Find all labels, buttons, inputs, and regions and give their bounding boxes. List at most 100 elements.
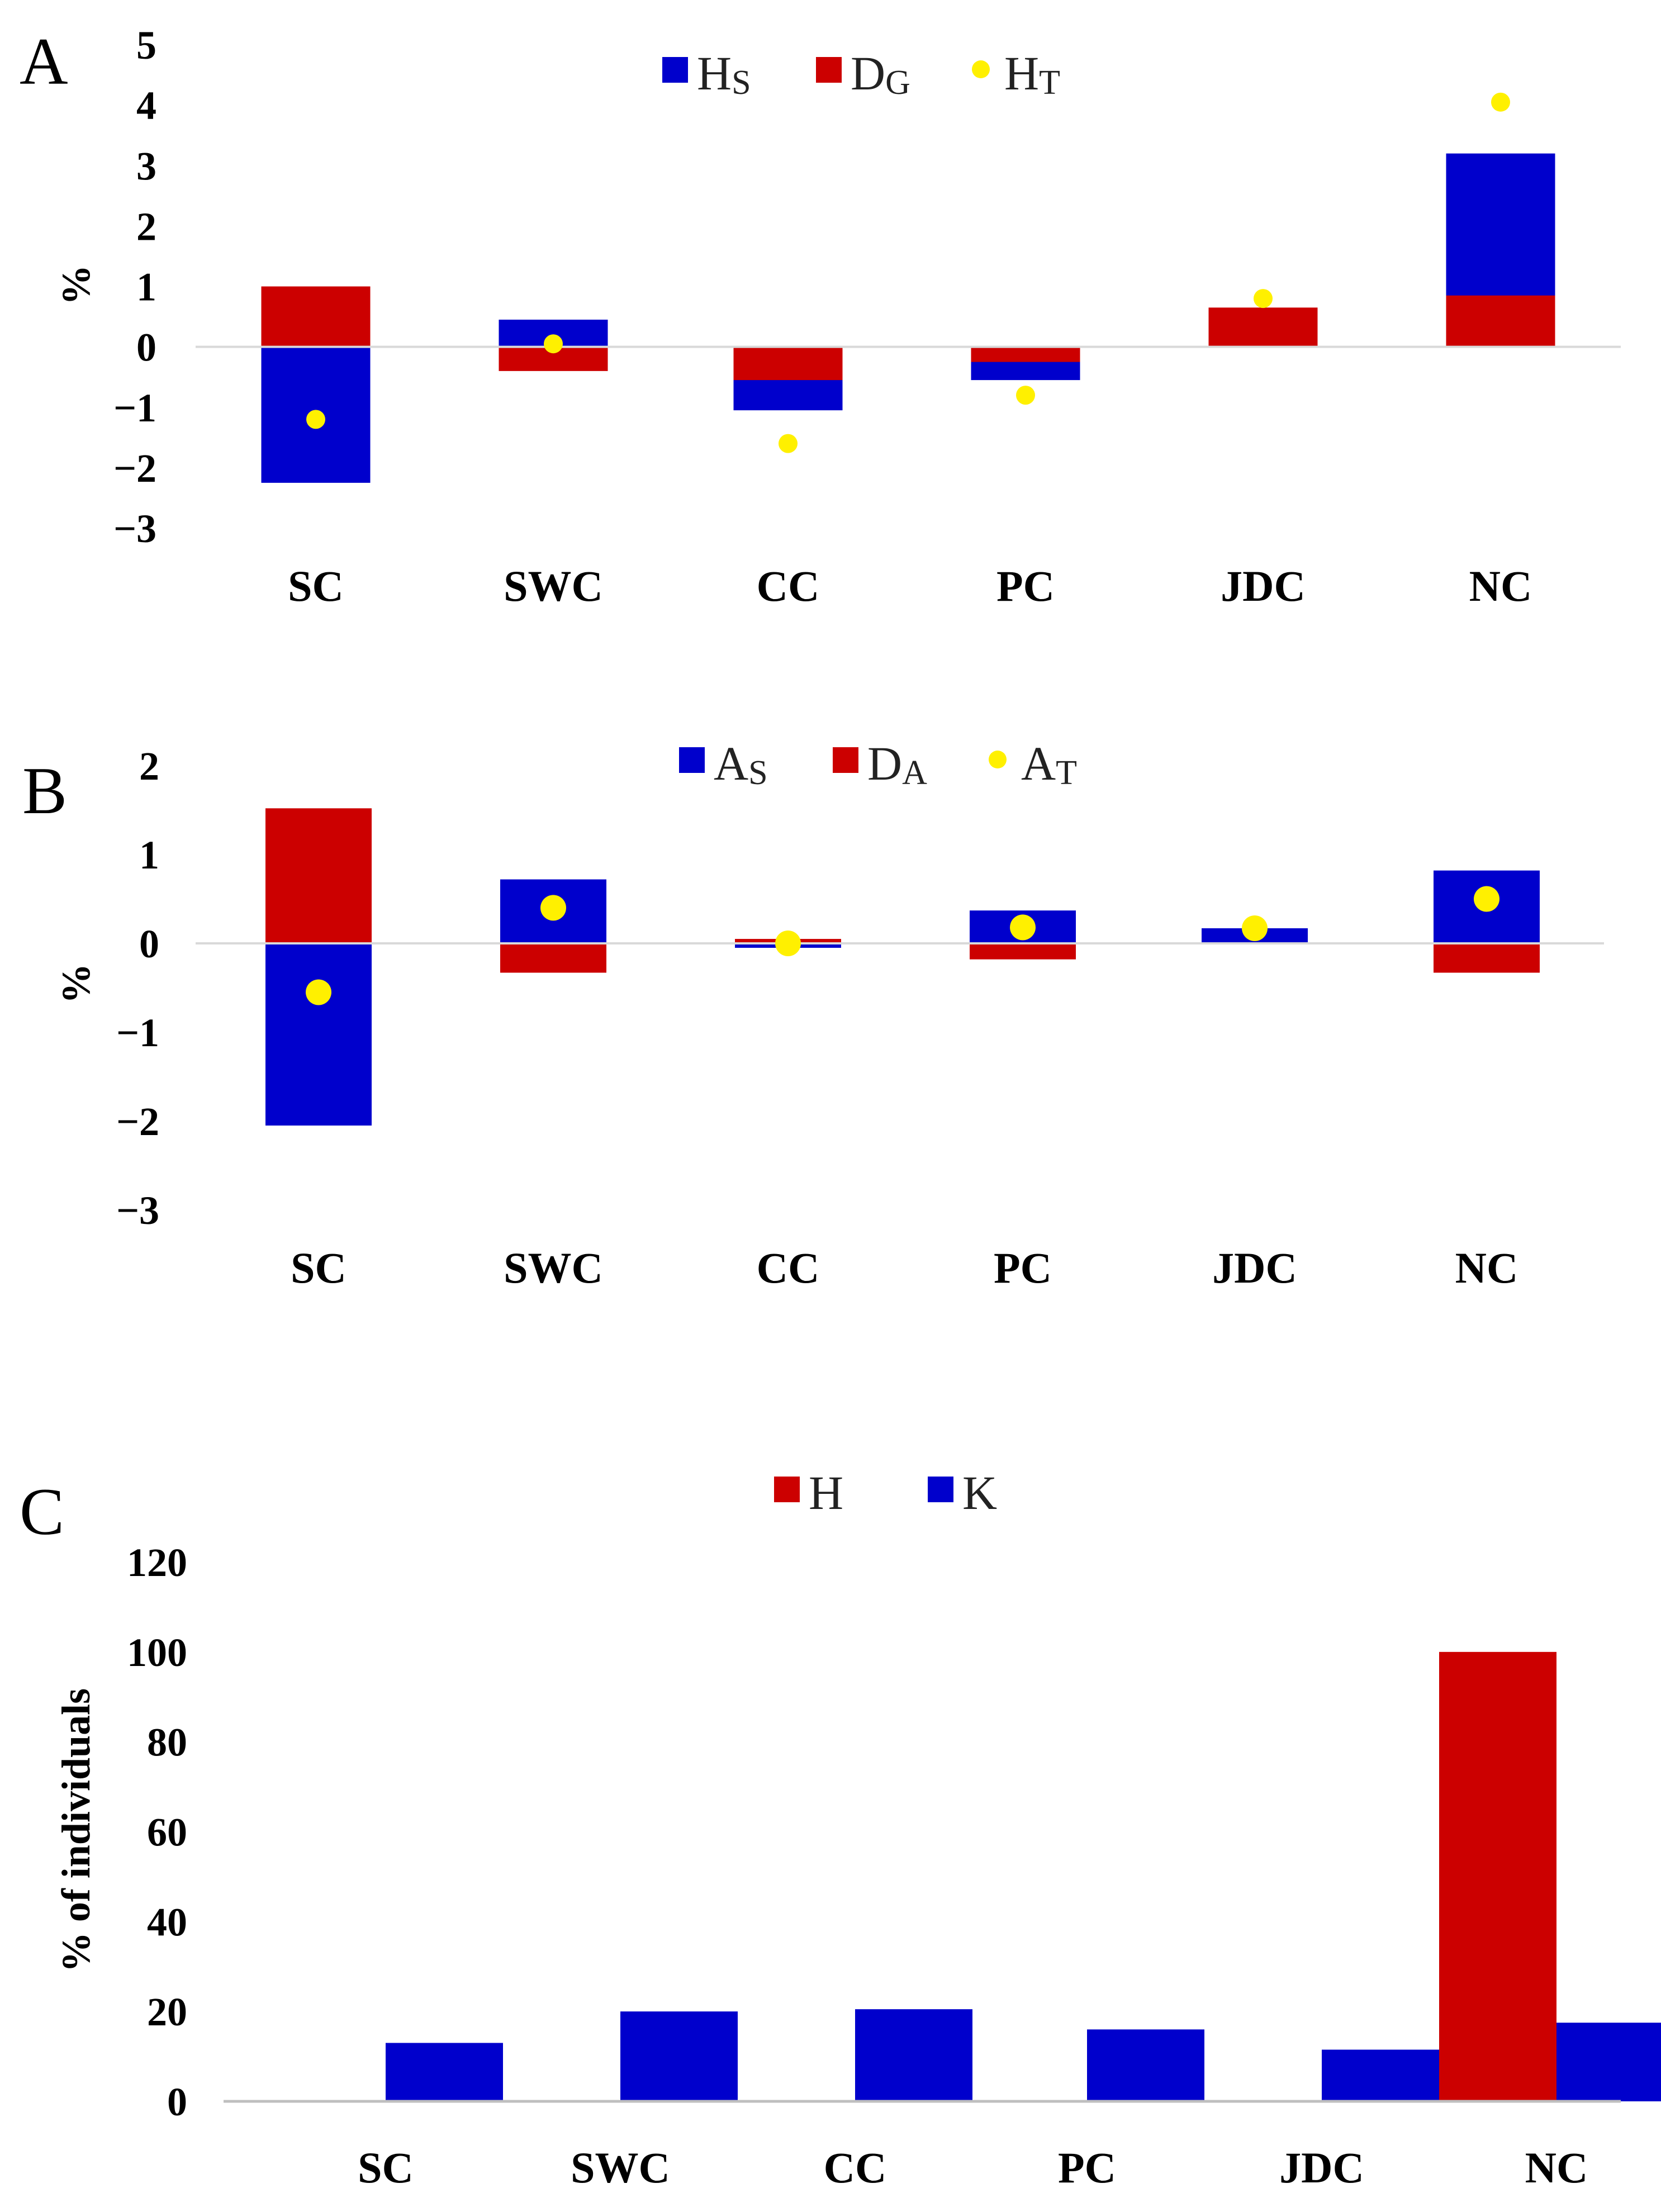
panel-c-legend-swatch-h <box>774 1477 800 1502</box>
panel-b-categories: SC SWC CC PC JDC NC <box>291 1243 1518 1292</box>
panel-a-category-label: PC <box>996 562 1055 610</box>
panel-a-legend: HS DG HT <box>662 46 1060 102</box>
panel-c-letter: C <box>20 1474 64 1549</box>
panel-a-legend-swatch-dg <box>816 57 842 83</box>
panel-b-point-jdc <box>1242 915 1268 941</box>
panel-a-y-tick: 1 <box>136 265 156 310</box>
panel-a-categories: SC SWC CC PC JDC NC <box>288 562 1532 610</box>
panel-a-y-tick: 5 <box>136 23 156 68</box>
panel-b-y-tick: 0 <box>139 922 159 966</box>
panel-c-bar-k-pc <box>1087 2029 1204 2101</box>
panel-c-bars <box>386 1651 1661 2101</box>
panel-c-bar-k-cc <box>855 2009 972 2101</box>
panel-c-y-tick: 40 <box>147 1900 187 1944</box>
panel-c-y-label: % of individuals <box>54 1688 98 1972</box>
panel-b-point-nc <box>1474 886 1499 912</box>
panel-c-legend-label-k: K <box>962 1466 997 1520</box>
panel-c-category-label: JDC <box>1279 2143 1364 2192</box>
panel-a-bar-dg-cc <box>733 346 843 381</box>
panel-b-legend: AS DA AT <box>679 737 1077 792</box>
panel-b-y-tick: −1 <box>116 1010 159 1055</box>
panel-a-point-jdc <box>1254 289 1273 308</box>
panel-a-y-tick: −3 <box>113 506 156 551</box>
panel-b-legend-swatch-at <box>989 751 1007 768</box>
panel-c-y-tick: 0 <box>167 2080 187 2124</box>
panel-b-legend-swatch-da <box>833 747 858 773</box>
panel-b-bar-da-pc <box>970 943 1076 960</box>
panel-a-y-tick: 3 <box>136 144 156 188</box>
panel-b-bar-da-swc <box>500 943 606 973</box>
panel-a-legend-label-dg: DG <box>851 46 910 102</box>
panel-b-point-swc <box>540 895 566 921</box>
panel-b-y-tick: 1 <box>139 833 159 877</box>
panel-c-category-label: CC <box>824 2143 887 2192</box>
panel-a-point-nc <box>1491 92 1510 112</box>
panel-a-y-tick: −1 <box>113 386 156 430</box>
panel-c-legend-label-h: H <box>809 1466 843 1520</box>
panel-b: B −3 −2 −1 0 1 2 % SC SWC CC PC JDC NC AS DA AT <box>22 737 1604 1292</box>
panel-c-bar-k-swc <box>620 2011 738 2101</box>
panel-a-bar-dg-sc <box>261 286 371 347</box>
panel-a-category-label: CC <box>757 562 820 610</box>
panel-c: C 0 20 40 60 80 100 120 % of individuals SC SWC… <box>20 1466 1661 2192</box>
panel-a-bar-dg-jdc <box>1208 307 1318 347</box>
panel-a-legend-label-hs: HS <box>697 46 751 102</box>
panel-a-y-tick: 4 <box>136 83 156 128</box>
panel-c-y-tick: 120 <box>127 1540 187 1585</box>
panel-b-y-tick: −3 <box>116 1188 159 1233</box>
panel-b-legend-label-at: AT <box>1021 737 1077 792</box>
panel-a: A −3 −2 −1 0 1 2 3 4 5 % SC SWC CC PC JDC NC HS DG HT <box>20 23 1621 610</box>
panel-a-bar-dg-pc <box>971 346 1080 362</box>
panel-a-bars <box>261 153 1555 483</box>
panel-c-y-ticks: 0 20 40 60 80 100 120 <box>127 1540 187 2124</box>
panel-b-legend-label-as: AS <box>714 737 768 792</box>
panel-a-point-pc <box>1016 386 1035 405</box>
panel-b-point-cc <box>775 931 801 956</box>
panel-a-y-ticks: −3 −2 −1 0 1 2 3 4 5 <box>113 23 156 551</box>
panel-c-legend-swatch-k <box>928 1477 953 1502</box>
panel-b-letter: B <box>22 753 67 828</box>
panel-b-y-ticks: −3 −2 −1 0 1 2 <box>116 744 159 1233</box>
panel-b-category-label: NC <box>1455 1243 1518 1292</box>
panel-c-y-tick: 20 <box>147 1990 187 2034</box>
panel-a-category-label: NC <box>1469 562 1532 610</box>
panel-a-y-tick: −2 <box>113 446 156 491</box>
panel-b-bars <box>265 808 1540 1126</box>
panel-c-bar-h-nc <box>1439 1651 1556 2101</box>
panel-b-y-tick: 2 <box>139 744 159 789</box>
panel-c-categories: SC SWC CC PC JDC NC <box>358 2143 1588 2192</box>
panel-b-category-label: JDC <box>1212 1243 1297 1292</box>
panel-c-bar-k-sc <box>386 2043 503 2101</box>
panel-b-legend-swatch-as <box>679 747 705 773</box>
panel-a-points <box>306 92 1510 453</box>
panel-c-category-label: SC <box>358 2143 414 2192</box>
panel-c-category-label: NC <box>1525 2143 1588 2192</box>
panel-a-legend-swatch-hs <box>662 57 688 83</box>
panel-a-letter: A <box>20 24 68 98</box>
panel-b-points <box>306 886 1499 1005</box>
panel-b-bar-as-sc <box>265 943 372 1126</box>
panel-b-point-pc <box>1010 914 1036 941</box>
panel-a-category-label: SC <box>288 562 344 610</box>
panel-b-y-label: % <box>54 963 98 1004</box>
panel-b-y-tick: −2 <box>116 1099 159 1144</box>
panel-c-y-tick: 60 <box>147 1810 187 1855</box>
panel-a-category-label: JDC <box>1221 562 1306 610</box>
panel-a-y-label: % <box>54 265 98 305</box>
panel-a-bar-dg-nc <box>1446 295 1555 347</box>
panel-b-point-sc <box>306 979 331 1005</box>
panel-b-category-label: SWC <box>504 1243 603 1292</box>
panel-b-category-label: SC <box>291 1243 347 1292</box>
panel-b-category-label: PC <box>994 1243 1052 1292</box>
panel-b-legend-label-da: DA <box>867 737 927 792</box>
panel-b-bar-da-nc <box>1434 943 1540 973</box>
panel-a-legend-label-ht: HT <box>1004 46 1060 102</box>
panel-a-y-tick: 2 <box>136 204 156 249</box>
panel-a-point-cc <box>779 434 798 453</box>
panel-b-bar-da-sc <box>265 808 372 943</box>
panel-a-point-swc <box>544 334 563 354</box>
panel-a-y-tick: 0 <box>136 325 156 370</box>
panel-a-category-label: SWC <box>504 562 603 610</box>
